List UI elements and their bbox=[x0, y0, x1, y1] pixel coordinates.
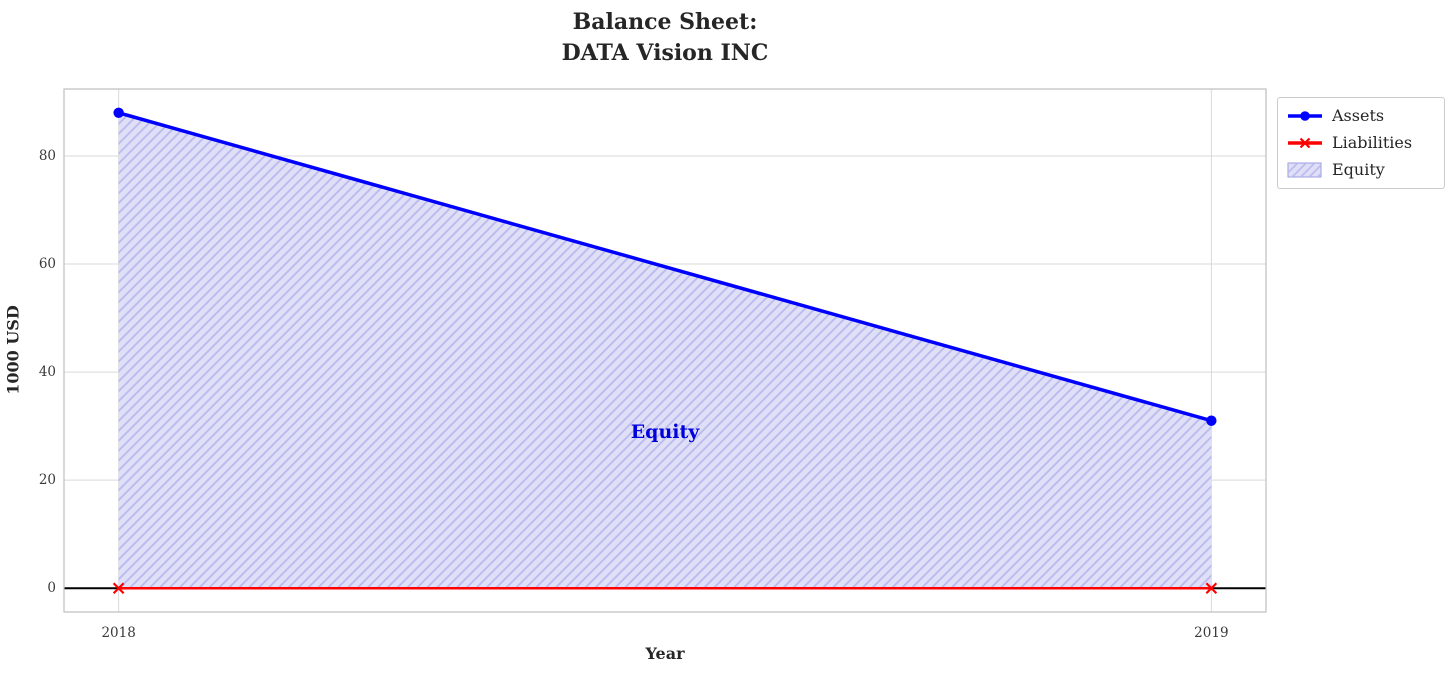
equity-patch-swatch bbox=[1287, 161, 1323, 179]
y-tick-label-60: 60 bbox=[38, 256, 56, 273]
x-tick-label-2019: 2019 bbox=[1194, 625, 1229, 641]
liabilities-swatch-graphic bbox=[1288, 137, 1322, 149]
assets-marker bbox=[1206, 415, 1217, 426]
legend-label-equity: Equity bbox=[1332, 160, 1385, 179]
chart-title-line1: Balance Sheet: bbox=[572, 9, 758, 35]
equity-swatch-graphic bbox=[1287, 162, 1322, 178]
legend-label-assets: Assets bbox=[1332, 106, 1385, 125]
equity-annotation: Equity bbox=[630, 420, 700, 443]
liabilities-marker bbox=[1205, 582, 1218, 595]
y-tick-label-40: 40 bbox=[38, 364, 56, 381]
y-tick-label-0: 0 bbox=[47, 580, 56, 597]
liabilities-line-swatch bbox=[1287, 134, 1323, 152]
chart-title-line2: DATA Vision INC bbox=[561, 40, 769, 66]
chart-title: Balance Sheet: DATA Vision INC bbox=[0, 7, 1330, 69]
y-tick-label-80: 80 bbox=[38, 147, 56, 164]
equity-area-hatch bbox=[118, 112, 1212, 589]
assets-line-swatch bbox=[1287, 107, 1323, 125]
legend: Assets Liabilities Equity bbox=[1277, 97, 1445, 189]
legend-item-equity: Equity bbox=[1287, 160, 1435, 180]
legend-item-liabilities: Liabilities bbox=[1287, 133, 1435, 153]
legend-item-assets: Assets bbox=[1287, 106, 1435, 126]
assets-swatch-graphic bbox=[1288, 111, 1322, 121]
legend-label-liabilities: Liabilities bbox=[1332, 133, 1413, 152]
assets-marker bbox=[113, 107, 124, 118]
x-tick-label-2018: 2018 bbox=[101, 625, 136, 641]
y-tick-label-20: 20 bbox=[38, 472, 56, 489]
x-axis-label: Year bbox=[645, 644, 685, 663]
assets-line bbox=[118, 111, 1212, 423]
plot-border bbox=[63, 88, 1267, 613]
liabilities-marker bbox=[112, 582, 125, 595]
